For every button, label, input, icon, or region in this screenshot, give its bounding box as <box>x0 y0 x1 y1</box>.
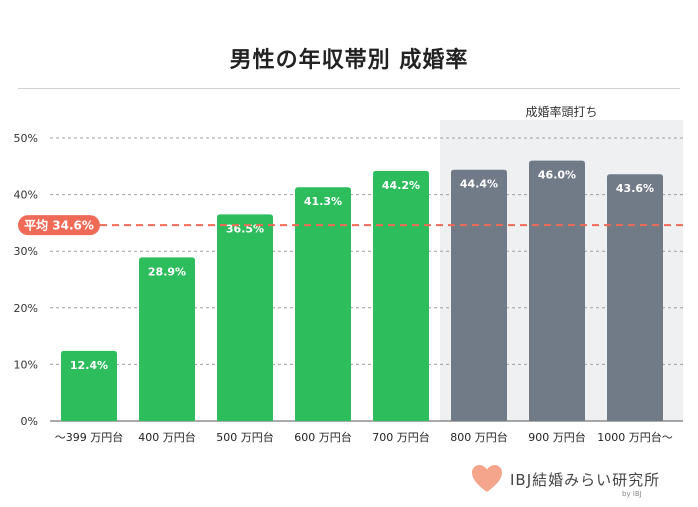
bar <box>217 214 273 421</box>
bar <box>451 169 507 421</box>
x-tick-label: 〜399 万円台 <box>55 430 124 444</box>
bar <box>529 160 585 421</box>
x-tick-label: 600 万円台 <box>294 430 352 444</box>
y-tick-label: 20% <box>14 302 38 315</box>
x-tick-label: 700 万円台 <box>372 430 430 444</box>
x-tick-label: 900 万円台 <box>528 430 586 444</box>
heart-icon <box>472 465 502 492</box>
bar <box>61 350 117 421</box>
y-tick-label: 10% <box>14 358 38 371</box>
y-tick-label: 40% <box>14 189 38 202</box>
bar-value-label: 12.4% <box>70 359 108 372</box>
bar-chart: 成婚率頭打ち 0% 10% 20% 30% 40% 50% 12.4% 〜399 万円台 28.9… <box>14 104 683 444</box>
bar-value-label: 43.6% <box>616 182 654 195</box>
logo-text: IBJ結婚みらい研究所 <box>510 471 661 489</box>
average-label: 平均 34.6% <box>24 218 94 233</box>
bar-value-label: 44.4% <box>460 178 498 191</box>
bar-value-label: 46.0% <box>538 169 576 182</box>
x-tick-label: 800 万円台 <box>450 430 508 444</box>
x-tick-label: 400 万円台 <box>138 430 196 444</box>
bar <box>139 257 195 421</box>
logo-by: by IBJ <box>622 490 642 498</box>
y-tick-label: 50% <box>14 132 38 145</box>
x-tick-label: 500 万円台 <box>216 430 274 444</box>
y-tick-label: 0% <box>21 415 38 428</box>
y-tick-label: 30% <box>14 245 38 258</box>
bar <box>295 187 351 421</box>
bar-value-label: 28.9% <box>148 265 186 278</box>
plateau-highlight-label: 成婚率頭打ち <box>525 104 597 119</box>
ibj-logo: IBJ結婚みらい研究所 by IBJ <box>470 460 685 500</box>
average-badge <box>18 215 100 236</box>
bar-value-label: 41.3% <box>304 195 342 208</box>
bar <box>373 170 429 421</box>
x-tick-label: 1000 万円台〜 <box>597 430 673 444</box>
chart-title: 男性の年収帯別 成婚率 <box>229 48 469 73</box>
bar-value-label: 44.2% <box>382 179 420 192</box>
bar <box>607 174 663 421</box>
title-divider <box>18 88 680 89</box>
